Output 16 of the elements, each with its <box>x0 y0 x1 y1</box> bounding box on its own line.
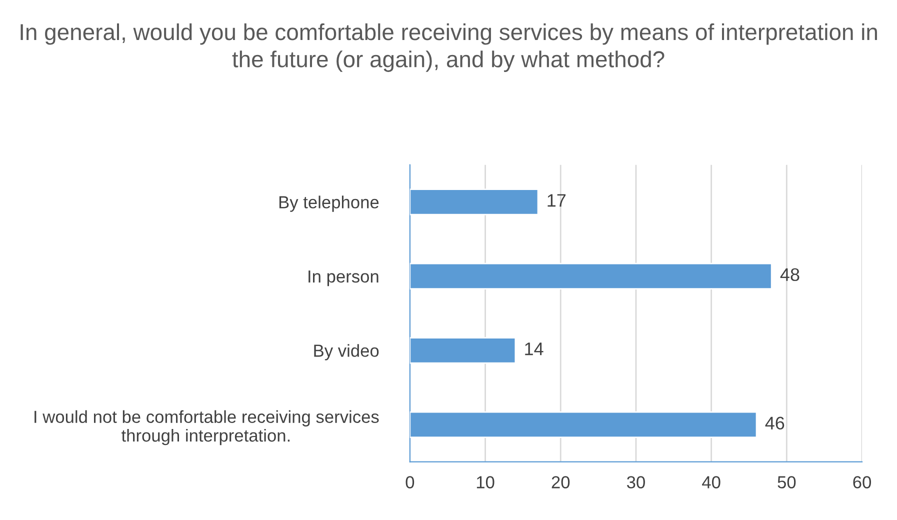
y-tick-label: By video <box>314 344 379 360</box>
data-label: 17 <box>548 194 566 207</box>
x-tick-label: 50 <box>778 476 796 488</box>
data-label: 46 <box>765 416 784 430</box>
x-tick-label: 60 <box>853 476 871 488</box>
x-tick-label: 20 <box>552 476 570 488</box>
y-tick-label: I would not be comfortable receiving services through interpretation. <box>34 410 379 446</box>
y-tick-label: In person <box>308 270 378 286</box>
x-tick-label: 30 <box>626 476 645 488</box>
chart-title: In general, would you be comfortable receiving services by means of interpretation in the future (or again), and by what method? <box>20 23 877 72</box>
data-label: 48 <box>780 268 800 282</box>
x-tick-label: 40 <box>702 476 720 488</box>
y-tick-label: By telephone <box>279 196 379 212</box>
data-label: 14 <box>525 342 544 356</box>
x-tick-label: 0 <box>406 476 414 488</box>
x-tick-label: 10 <box>476 476 494 488</box>
